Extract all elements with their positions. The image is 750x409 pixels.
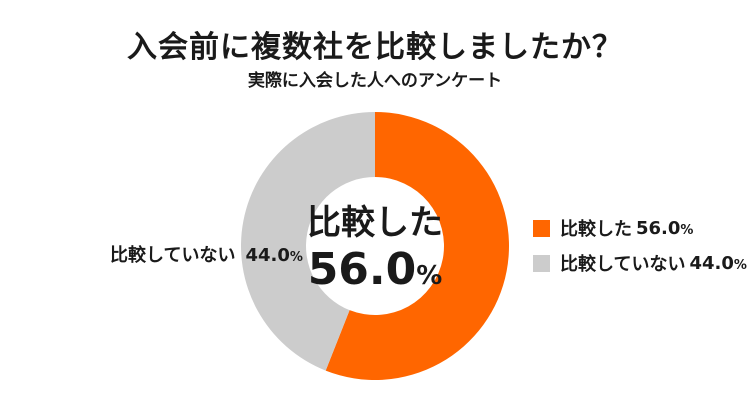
- legend-value: 44.0%: [689, 252, 747, 274]
- legend-item-not-compared: 比較していない 44.0%: [533, 252, 747, 275]
- legend-value: 56.0%: [636, 217, 694, 239]
- slice-label-not-compared: 比較していない 44.0%: [110, 241, 303, 267]
- chart-subtitle: 実際に入会した人へのアンケート: [247, 71, 503, 91]
- chart-title: 入会前に複数社を比較しましたか？: [127, 30, 623, 65]
- chart-legend: 比較した 56.0% 比較していない 44.0%: [533, 217, 747, 287]
- donut-slice-compared: [325, 112, 509, 380]
- slice-label-name: 比較していない: [110, 245, 236, 266]
- center-label-name: 比較した: [307, 203, 443, 243]
- legend-item-compared: 比較した 56.0%: [533, 217, 747, 240]
- slice-label-value: 44.0%: [245, 245, 303, 266]
- center-label-value: 56.0%: [307, 244, 443, 295]
- legend-swatch-gray: [533, 254, 550, 272]
- donut-chart: [241, 112, 509, 380]
- donut-slice-not-compared: [241, 112, 375, 371]
- center-label: 比較した 56.0%: [305, 206, 445, 292]
- legend-label: 比較した: [560, 219, 632, 240]
- legend-swatch-orange: [533, 219, 550, 237]
- legend-label: 比較していない: [560, 254, 686, 275]
